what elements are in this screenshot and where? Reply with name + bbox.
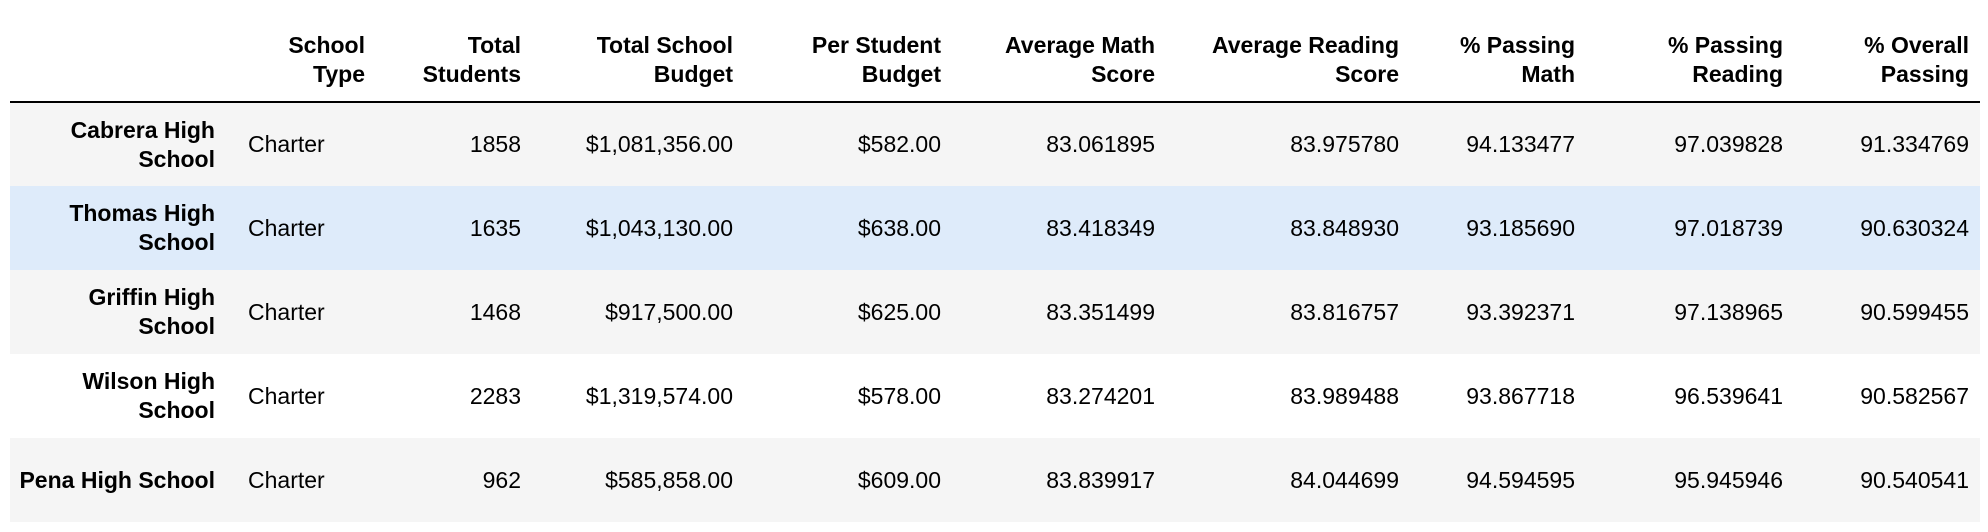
row-index-label: Cabrera High School (70, 116, 215, 172)
cell-passing-math: 93.392371 (1466, 298, 1575, 325)
cell-per-student-budget: $625.00 (857, 298, 941, 325)
cell-average-reading-score: 83.989488 (1290, 382, 1399, 409)
header-total-school-budget: Total School Budget (532, 0, 744, 103)
header-total-students: Total Students (376, 0, 532, 103)
table-row: Thomas High School Charter 1635 $1,043,1… (10, 186, 1980, 270)
cell-per-student-budget: $578.00 (857, 382, 941, 409)
cell-passing-math: 94.133477 (1466, 131, 1575, 157)
cell-school-type: Charter (248, 131, 325, 157)
cell-average-reading-score: 83.816757 (1290, 298, 1399, 325)
cell-passing-math: 93.185690 (1466, 214, 1575, 241)
cell-overall-passing: 90.630324 (1860, 214, 1969, 241)
header-passing-math: % Passing Math (1410, 0, 1586, 103)
cell-passing-reading: 95.945946 (1674, 466, 1783, 493)
cell-total-school-budget: $1,043,130.00 (585, 214, 733, 241)
cell-passing-reading: 97.039828 (1674, 131, 1783, 157)
cell-passing-reading: 97.018739 (1674, 214, 1783, 241)
cell-passing-reading: 96.539641 (1674, 382, 1783, 409)
cell-school-type: Charter (248, 298, 325, 325)
row-index-label: Thomas High School (69, 200, 215, 255)
cell-passing-reading: 97.138965 (1674, 298, 1783, 325)
cell-per-student-budget: $638.00 (857, 214, 941, 241)
cell-per-student-budget: $582.00 (857, 131, 941, 157)
cell-overall-passing: 90.599455 (1860, 298, 1969, 325)
cell-per-student-budget: $609.00 (857, 466, 941, 493)
cell-total-school-budget: $917,500.00 (605, 298, 733, 325)
cell-overall-passing: 91.334769 (1860, 131, 1969, 157)
cell-passing-math: 93.867718 (1466, 382, 1575, 409)
row-index-label: Pena High School (19, 466, 215, 493)
cell-average-reading-score: 83.975780 (1290, 131, 1399, 157)
cell-average-math-score: 83.418349 (1046, 214, 1155, 241)
cell-total-school-budget: $1,319,574.00 (585, 382, 733, 409)
cell-total-students: 1858 (469, 131, 521, 157)
cell-average-reading-score: 83.848930 (1290, 214, 1399, 241)
header-average-math-score: Average Math Score (952, 0, 1166, 103)
school-summary-table-container: School Type Total Students Total School … (10, 0, 1980, 522)
school-summary-table: School Type Total Students Total School … (10, 0, 1980, 522)
header-passing-reading: % Passing Reading (1586, 0, 1794, 103)
header-overall-passing: % Overall Passing (1794, 0, 1980, 103)
header-school-type: School Type (226, 0, 376, 103)
cell-school-type: Charter (248, 466, 325, 493)
cell-passing-math: 94.594595 (1466, 466, 1575, 493)
table-row: Cabrera High School Charter 1858 $1,081,… (10, 102, 1980, 186)
cell-school-type: Charter (248, 214, 325, 241)
cell-total-students: 962 (482, 466, 521, 493)
row-index-label: Griffin High School (88, 284, 215, 339)
cell-overall-passing: 90.582567 (1860, 382, 1969, 409)
table-row: Griffin High School Charter 1468 $917,50… (10, 270, 1980, 354)
header-row: School Type Total Students Total School … (10, 0, 1980, 103)
cell-total-students: 1635 (469, 214, 521, 241)
header-per-student-budget: Per Student Budget (744, 0, 952, 103)
cell-total-school-budget: $585,858.00 (605, 466, 733, 493)
table-header: School Type Total Students Total School … (10, 0, 1980, 103)
cell-total-school-budget: $1,081,356.00 (585, 131, 733, 157)
row-index-label: Wilson High School (82, 368, 215, 423)
header-index (10, 0, 226, 103)
table-row: Wilson High School Charter 2283 $1,319,5… (10, 354, 1980, 438)
cell-overall-passing: 90.540541 (1860, 466, 1969, 493)
cell-average-math-score: 83.839917 (1046, 466, 1155, 493)
cell-average-reading-score: 84.044699 (1290, 466, 1399, 493)
cell-total-students: 2283 (469, 382, 521, 409)
cell-school-type: Charter (248, 382, 325, 409)
table-row: Pena High School Charter 962 $585,858.00… (10, 438, 1980, 522)
cell-average-math-score: 83.061895 (1046, 131, 1155, 157)
table-body: Cabrera High School Charter 1858 $1,081,… (10, 102, 1980, 522)
cell-average-math-score: 83.274201 (1046, 382, 1155, 409)
cell-average-math-score: 83.351499 (1046, 298, 1155, 325)
header-average-reading-score: Average Reading Score (1166, 0, 1410, 103)
cell-total-students: 1468 (469, 298, 521, 325)
